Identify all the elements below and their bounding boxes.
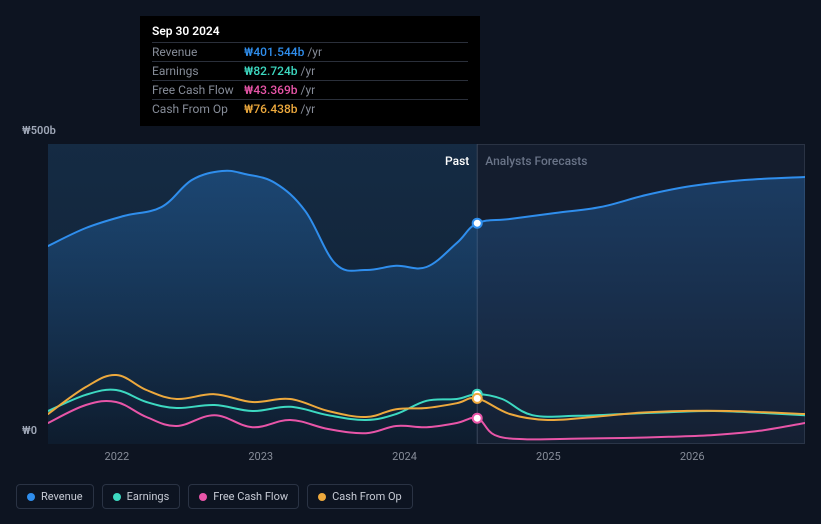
tooltip-row-unit: /yr xyxy=(301,83,316,97)
x-axis-tick: 2026 xyxy=(680,450,705,463)
x-axis-tick: 2023 xyxy=(248,450,273,463)
legend-dot-icon xyxy=(318,493,326,501)
tooltip-row-label: Earnings xyxy=(152,64,244,78)
tooltip-row-unit: /yr xyxy=(307,45,322,59)
chart-tooltip: Sep 30 2024 Revenue₩401.544b/yrEarnings₩… xyxy=(140,16,480,126)
legend-item[interactable]: Revenue xyxy=(16,484,94,509)
past-label: Past xyxy=(445,154,469,168)
tooltip-row-unit: /yr xyxy=(301,102,316,116)
chart-plot[interactable]: Past Analysts Forecasts xyxy=(48,144,805,444)
y-axis-max: ₩500b xyxy=(22,124,56,137)
chart-container: ₩500b ₩0 Past Analysts Forecasts xyxy=(16,126,805,444)
legend-label: Cash From Op xyxy=(332,490,402,503)
y-axis-min: ₩0 xyxy=(22,424,37,437)
legend-dot-icon xyxy=(199,493,207,501)
x-axis-tick: 2022 xyxy=(105,450,130,463)
tooltip-row-label: Revenue xyxy=(152,45,244,59)
x-axis-tick: 2025 xyxy=(536,450,561,463)
legend-item[interactable]: Free Cash Flow xyxy=(188,484,299,509)
tooltip-row-value: ₩401.544b xyxy=(244,45,304,59)
x-axis-tick: 2024 xyxy=(392,450,417,463)
tooltip-row: Revenue₩401.544b/yr xyxy=(152,42,468,61)
tooltip-row-label: Cash From Op xyxy=(152,102,244,116)
tooltip-row-value: ₩82.724b xyxy=(244,64,298,78)
legend-item[interactable]: Cash From Op xyxy=(307,484,413,509)
legend-dot-icon xyxy=(27,493,35,501)
tooltip-row: Cash From Op₩76.438b/yr xyxy=(152,99,468,118)
legend-item[interactable]: Earnings xyxy=(102,484,181,509)
forecast-label: Analysts Forecasts xyxy=(485,154,587,168)
legend-label: Free Cash Flow xyxy=(213,490,288,503)
tooltip-row-value: ₩76.438b xyxy=(244,102,298,116)
legend-dot-icon xyxy=(113,493,121,501)
tooltip-date: Sep 30 2024 xyxy=(152,24,468,42)
x-axis: 2022 2023 2024 2025 2026 xyxy=(48,450,805,470)
chart-legend: Revenue Earnings Free Cash Flow Cash From O… xyxy=(16,484,413,509)
tooltip-row-label: Free Cash Flow xyxy=(152,83,244,97)
tooltip-row-unit: /yr xyxy=(301,64,316,78)
tooltip-row-value: ₩43.369b xyxy=(244,83,298,97)
legend-label: Revenue xyxy=(41,490,83,503)
tooltip-row: Earnings₩82.724b/yr xyxy=(152,61,468,80)
tooltip-row: Free Cash Flow₩43.369b/yr xyxy=(152,80,468,99)
legend-label: Earnings xyxy=(127,490,170,503)
